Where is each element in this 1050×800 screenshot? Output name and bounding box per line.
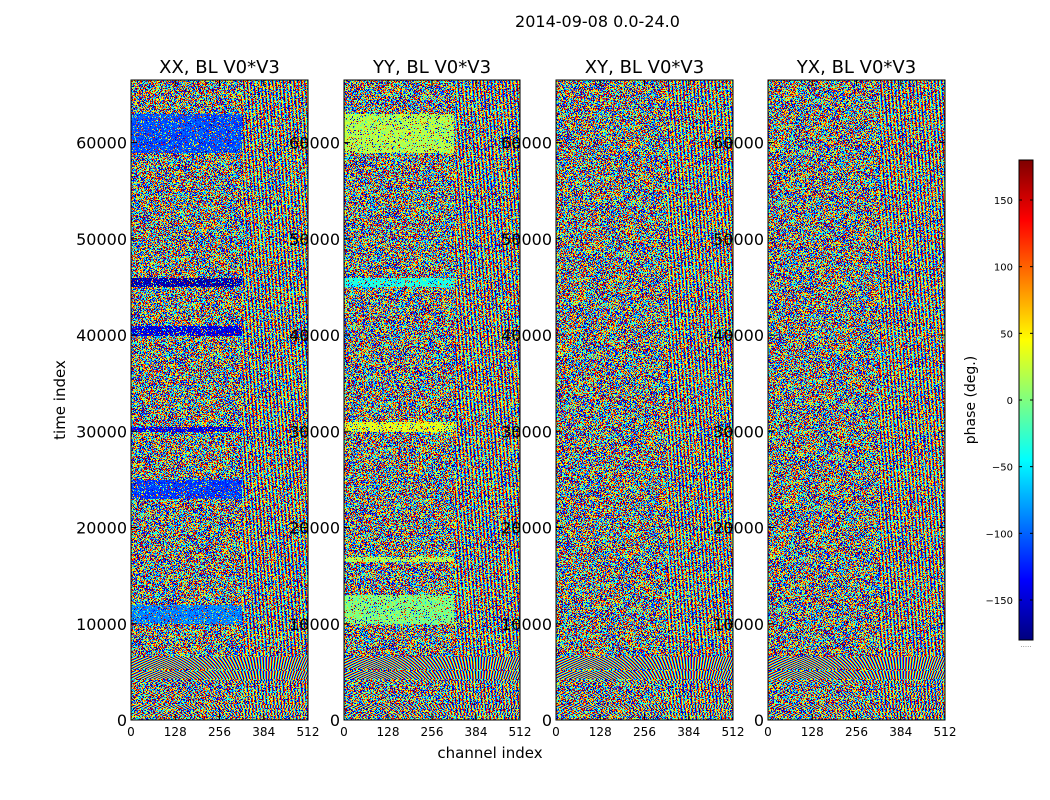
y-tick-label: 0 bbox=[117, 711, 127, 730]
panel-frame bbox=[130, 79, 309, 721]
y-tick-label: 0 bbox=[330, 711, 340, 730]
colorbar-tick-label: −50 bbox=[992, 463, 1013, 474]
y-tick-label: 20000 bbox=[76, 519, 127, 538]
x-tick-label: 0 bbox=[340, 725, 348, 739]
y-tick-label: 40000 bbox=[501, 326, 552, 345]
panel-title: XY, BL V0*V3 bbox=[585, 57, 704, 78]
y-tick-label: 60000 bbox=[501, 134, 552, 153]
y-tick-label: 10000 bbox=[289, 615, 340, 634]
x-tick-label: 256 bbox=[208, 725, 231, 739]
y-tick-label: 50000 bbox=[501, 230, 552, 249]
heatmap-yx bbox=[768, 80, 945, 720]
x-tick-label: 128 bbox=[801, 725, 824, 739]
panel-title: YY, BL V0*V3 bbox=[372, 57, 491, 78]
panel-frame bbox=[555, 79, 734, 721]
panel-frame bbox=[343, 79, 521, 721]
colorbar-tick-label: 0 bbox=[1007, 396, 1013, 407]
colorbar-tick-label: −150 bbox=[986, 596, 1013, 607]
x-tick-label: 512 bbox=[934, 725, 957, 739]
y-tick-label: 40000 bbox=[713, 326, 764, 345]
figure-title: 2014-09-08 0.0-24.0 bbox=[515, 12, 680, 31]
y-tick-label: 50000 bbox=[76, 230, 127, 249]
x-tick-label: 384 bbox=[465, 725, 488, 739]
y-tick-label: 60000 bbox=[76, 134, 127, 153]
y-tick-label: 60000 bbox=[713, 134, 764, 153]
x-tick-label: 128 bbox=[164, 725, 187, 739]
colorbar-extra-mark: ..... bbox=[1020, 641, 1031, 649]
y-tick-label: 40000 bbox=[76, 326, 127, 345]
x-tick-label: 384 bbox=[889, 725, 912, 739]
panel-frame bbox=[767, 79, 946, 721]
colorbar-tick-label: 150 bbox=[994, 196, 1013, 207]
panel-title: XX, BL V0*V3 bbox=[159, 57, 280, 78]
x-tick-label: 128 bbox=[377, 725, 400, 739]
x-tick-label: 384 bbox=[252, 725, 275, 739]
x-tick-label: 0 bbox=[552, 725, 560, 739]
y-tick-label: 10000 bbox=[76, 615, 127, 634]
heatmap-xy bbox=[556, 80, 733, 720]
x-tick-label: 256 bbox=[633, 725, 656, 739]
x-tick-label: 256 bbox=[421, 725, 444, 739]
colorbar-tick-label: −100 bbox=[986, 529, 1013, 540]
x-tick-label: 0 bbox=[764, 725, 772, 739]
y-tick-label: 30000 bbox=[713, 422, 764, 441]
y-tick-label: 20000 bbox=[289, 519, 340, 538]
y-tick-label: 60000 bbox=[289, 134, 340, 153]
x-tick-label: 512 bbox=[509, 725, 532, 739]
y-tick-label: 20000 bbox=[713, 519, 764, 538]
y-tick-label: 50000 bbox=[713, 230, 764, 249]
y-tick-label: 50000 bbox=[289, 230, 340, 249]
y-tick-label: 20000 bbox=[501, 519, 552, 538]
y-tick-label: 30000 bbox=[501, 422, 552, 441]
y-tick-label: 10000 bbox=[501, 615, 552, 634]
y-tick-label: 40000 bbox=[289, 326, 340, 345]
colorbar-label: phase (deg.) bbox=[963, 356, 979, 444]
colorbar-gradient bbox=[1019, 160, 1033, 640]
panel-title: YX, BL V0*V3 bbox=[796, 57, 916, 78]
heatmap-yy bbox=[344, 80, 520, 720]
x-tick-label: 512 bbox=[297, 725, 320, 739]
y-tick-label: 30000 bbox=[76, 422, 127, 441]
y-tick-label: 10000 bbox=[713, 615, 764, 634]
y-tick-label: 0 bbox=[754, 711, 764, 730]
x-tick-label: 512 bbox=[722, 725, 745, 739]
y-axis-label: time index bbox=[51, 360, 69, 440]
x-tick-label: 384 bbox=[677, 725, 700, 739]
x-tick-label: 256 bbox=[845, 725, 868, 739]
y-tick-label: 0 bbox=[542, 711, 552, 730]
colorbar-tick-label: 100 bbox=[994, 263, 1013, 274]
x-axis-label: channel index bbox=[437, 744, 542, 762]
x-tick-label: 128 bbox=[589, 725, 612, 739]
y-tick-label: 30000 bbox=[289, 422, 340, 441]
colorbar-tick-label: 50 bbox=[1000, 329, 1013, 340]
heatmap-xx bbox=[131, 80, 308, 720]
x-tick-label: 0 bbox=[127, 725, 135, 739]
